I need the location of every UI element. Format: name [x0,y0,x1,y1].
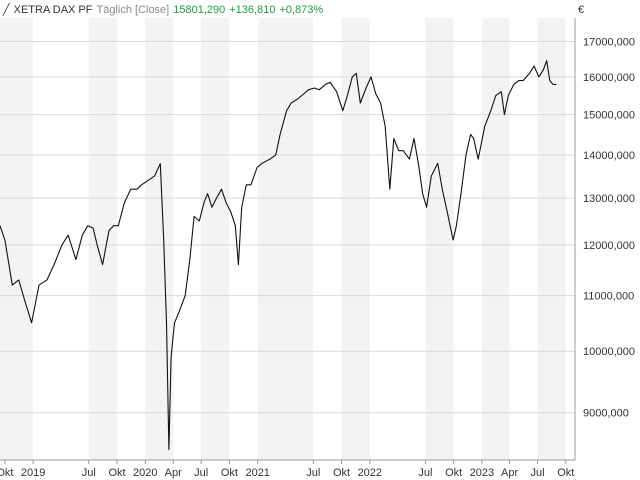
x-tick-label: 2019 [21,467,45,479]
x-tick-label: Jul [82,467,96,479]
y-tick-label: 12000,000 [583,240,635,252]
quarter-band [481,18,510,460]
y-tick-label: 13000,000 [583,193,635,205]
currency-label: € [578,4,585,16]
x-tick-label: Okt [557,467,574,479]
x-tick-label: Jul [418,467,432,479]
chart-header: ╱ XETRA DAX PF Täglich [Close] 15801,290 +13… [3,3,327,17]
symbol-name: XETRA DAX PF [13,4,93,16]
x-tick-label: Okt [333,467,350,479]
x-tick-label: Okt [0,467,13,479]
price-change: +136,810 [229,4,276,16]
x-tick-label: Jul [530,467,544,479]
last-price: 15801,290 [173,4,226,16]
x-tick-label: 2020 [133,467,157,479]
quarter-band [341,18,370,460]
x-tick-label: Jul [306,467,320,479]
quarter-band [0,18,5,460]
x-tick-label: Okt [445,467,462,479]
x-tick-label: 2022 [358,467,382,479]
y-tick-label: 14000,000 [583,150,635,162]
x-tick-label: Apr [501,467,518,479]
x-tick-label: Apr [165,467,182,479]
quarter-band [257,18,314,460]
quarter-band [425,18,454,460]
x-tick-label: Okt [221,467,238,479]
line-chart-icon: ╱ [3,4,10,16]
y-tick-label: 15000,000 [583,110,635,122]
quarter-band [4,18,34,460]
y-tick-label: 16000,000 [583,72,635,84]
quarter-band [537,18,566,460]
y-tick-label: 9000,000 [583,408,629,420]
quarter-band [145,18,174,460]
x-tick-label: 2023 [470,467,494,479]
x-tick-label: 2021 [245,467,269,479]
x-tick-label: Jul [194,467,208,479]
y-tick-label: 17000,000 [583,37,635,49]
y-tick-label: 10000,000 [583,346,635,358]
x-tick-label: Okt [108,467,125,479]
price-change-percent: +0,873% [279,4,324,16]
y-tick-label: 11000,000 [583,291,634,303]
quarter-band [88,18,118,460]
dax-price-line [0,60,557,451]
quarter-band [201,18,230,460]
period-label: Täglich [Close] [96,4,170,16]
